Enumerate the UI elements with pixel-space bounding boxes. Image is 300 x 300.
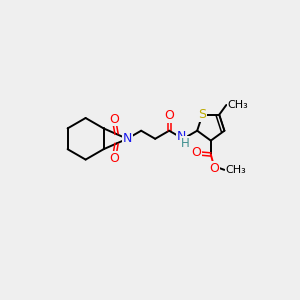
Text: S: S bbox=[198, 108, 206, 121]
Text: N: N bbox=[122, 132, 132, 145]
Text: O: O bbox=[109, 112, 119, 126]
Text: CH₃: CH₃ bbox=[226, 165, 246, 175]
Text: CH₃: CH₃ bbox=[227, 100, 248, 110]
Text: O: O bbox=[209, 162, 219, 175]
Text: N: N bbox=[177, 130, 186, 143]
Text: O: O bbox=[192, 146, 202, 159]
Text: O: O bbox=[109, 152, 119, 165]
Text: O: O bbox=[164, 109, 174, 122]
Text: H: H bbox=[181, 137, 189, 150]
